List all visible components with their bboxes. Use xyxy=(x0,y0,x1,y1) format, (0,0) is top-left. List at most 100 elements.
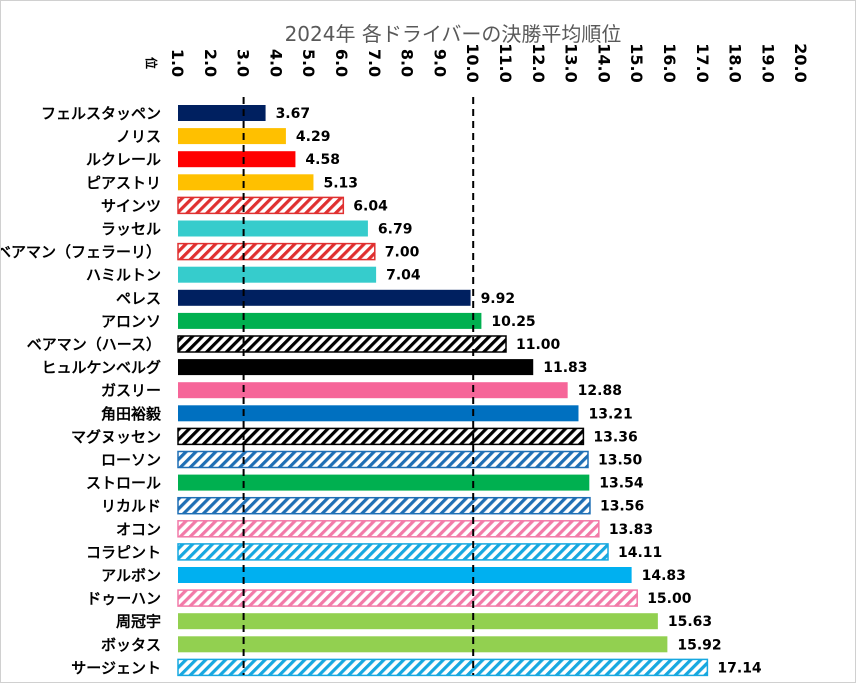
category-label: ピアストリ xyxy=(86,174,161,192)
bar xyxy=(177,242,376,261)
category-label: ベアマン（フェラーリ） xyxy=(1,243,161,261)
x-tick-label: 19.0 xyxy=(758,43,777,82)
category-label: オコン xyxy=(116,520,161,538)
value-label: 13.83 xyxy=(609,522,653,538)
category-label: マグヌッセン xyxy=(71,428,161,446)
value-label: 13.50 xyxy=(598,453,643,469)
value-label: 4.58 xyxy=(305,152,340,168)
category-label: アロンソ xyxy=(101,312,161,330)
bar xyxy=(178,613,658,630)
bar xyxy=(178,312,482,329)
value-label: 10.25 xyxy=(491,314,535,330)
x-axis-ticks: 1.0 2.0 3.0 4.0 5.0 6.0 7.0 8.0 9.0 10.0 11.0 12.0 1… xyxy=(168,43,810,82)
x-tick-label: 9.0 xyxy=(430,49,449,77)
value-label: 14.83 xyxy=(642,568,686,584)
value-label: 11.83 xyxy=(543,360,587,376)
value-label: 3.67 xyxy=(276,106,311,122)
chart-title: 2024年 各ドライバーの決勝平均順位 xyxy=(285,22,622,46)
bar xyxy=(178,105,266,121)
value-label: 15.00 xyxy=(647,591,692,607)
bar xyxy=(177,496,591,515)
bar xyxy=(178,636,668,653)
x-tick-label: 1.0 xyxy=(168,49,187,77)
category-label: サインツ xyxy=(101,197,161,215)
x-tick-label: 16.0 xyxy=(660,43,679,82)
bars xyxy=(177,105,709,677)
category-label: アルボン xyxy=(101,567,161,585)
bar xyxy=(177,450,589,469)
category-label: ストロール xyxy=(86,474,161,492)
x-tick-label: 6.0 xyxy=(332,49,351,77)
x-tick-label: 8.0 xyxy=(398,49,417,77)
value-label: 4.29 xyxy=(296,129,331,145)
value-label: 6.04 xyxy=(353,198,388,214)
category-label: ハミルトン xyxy=(86,266,161,284)
value-label: 13.21 xyxy=(588,406,632,422)
bar xyxy=(178,151,296,168)
bar xyxy=(177,196,345,215)
category-label: 角田裕毅 xyxy=(101,405,162,423)
x-tick-label: 11.0 xyxy=(496,43,515,82)
bar xyxy=(178,474,590,491)
x-tick-label: 10.0 xyxy=(463,43,482,82)
bar xyxy=(177,427,585,446)
value-label: 9.92 xyxy=(481,291,516,307)
category-label: ヒュルケンベルグ xyxy=(41,359,161,377)
bar xyxy=(177,658,709,677)
category-label: ローソン xyxy=(101,451,161,469)
unit-label: 位 xyxy=(144,57,159,69)
x-tick-label: 13.0 xyxy=(562,43,581,82)
category-label: ラッセル xyxy=(101,220,161,238)
value-label: 5.13 xyxy=(323,175,358,191)
category-label: ルクレール xyxy=(86,151,161,169)
bar xyxy=(178,266,377,283)
x-tick-label: 3.0 xyxy=(234,49,253,77)
value-label: 13.54 xyxy=(599,476,644,492)
value-labels: 3.67 4.29 4.58 5.13 6.04 6.79 7.00 7.04 9.92 10.2… xyxy=(276,106,762,676)
bar xyxy=(178,567,632,583)
bar xyxy=(177,543,609,561)
value-label: 14.11 xyxy=(618,545,662,561)
x-tick-label: 12.0 xyxy=(529,43,548,82)
category-label: リカルド xyxy=(101,497,161,515)
x-tick-label: 14.0 xyxy=(594,43,613,82)
value-label: 13.36 xyxy=(593,429,637,445)
x-tick-label: 7.0 xyxy=(365,49,384,77)
x-tick-label: 20.0 xyxy=(791,43,810,82)
category-label: 周冠宇 xyxy=(116,613,161,631)
bar xyxy=(178,174,314,191)
category-label: ドゥーハン xyxy=(86,590,161,608)
x-tick-label: 15.0 xyxy=(627,43,646,82)
x-tick-label: 17.0 xyxy=(693,43,712,82)
value-label: 13.56 xyxy=(600,499,644,515)
category-label: ペレス xyxy=(116,289,161,307)
bar xyxy=(177,335,507,353)
value-label: 15.92 xyxy=(677,637,721,653)
category-labels: フェルスタッペンノリスルクレールピアストリサインツラッセルベアマン（フェラーリ）… xyxy=(1,105,162,677)
value-label: 6.79 xyxy=(378,222,413,238)
value-label: 17.14 xyxy=(717,660,762,676)
bar xyxy=(178,405,579,422)
value-label: 7.00 xyxy=(385,245,420,261)
reference-lines xyxy=(242,97,475,675)
category-label: ガスリー xyxy=(101,382,161,400)
bar xyxy=(178,359,534,376)
value-label: 11.00 xyxy=(516,337,561,353)
category-label: ノリス xyxy=(116,128,161,146)
category-label: ベアマン（ハース） xyxy=(27,336,161,354)
bar xyxy=(177,589,638,607)
category-label: サージェント xyxy=(71,659,161,677)
bar xyxy=(178,220,368,237)
value-label: 7.04 xyxy=(386,268,421,284)
bar xyxy=(178,382,568,399)
category-label: ボッタス xyxy=(101,636,161,654)
value-label: 15.63 xyxy=(668,614,712,630)
x-tick-label: 18.0 xyxy=(726,43,745,82)
bar xyxy=(177,520,600,538)
bar xyxy=(178,289,471,306)
bar xyxy=(178,128,286,145)
category-label: コラピント xyxy=(86,543,161,561)
x-tick-label: 5.0 xyxy=(299,49,318,77)
